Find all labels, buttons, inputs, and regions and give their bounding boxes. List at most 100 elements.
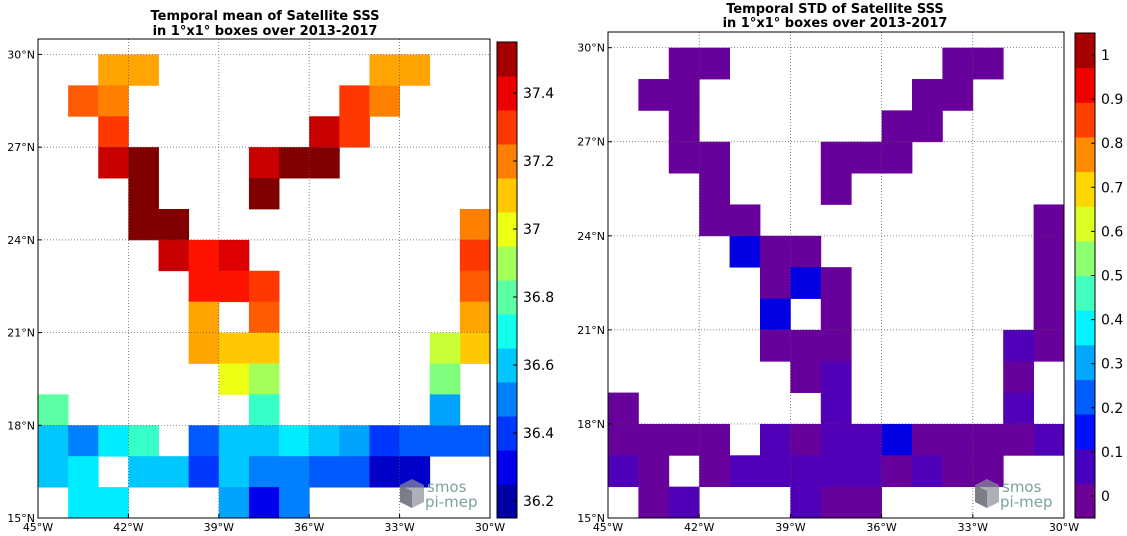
heatmap-cell	[972, 423, 1004, 456]
heatmap-cell	[369, 54, 400, 86]
x-tick-label: 39°W	[204, 521, 234, 534]
heatmap-cell	[760, 455, 791, 488]
heatmap-cell	[1003, 361, 1034, 393]
mean-plot-frame	[37, 38, 491, 519]
heatmap-cell	[218, 332, 250, 364]
x-tick-label: 36°W	[294, 521, 324, 534]
colorbar-tick-label: 0.5	[1101, 269, 1123, 285]
heatmap-cell	[399, 425, 431, 457]
y-tick-label: 24°N	[577, 230, 605, 243]
heatmap-cell	[309, 456, 340, 488]
colorbar-segment	[1075, 275, 1095, 311]
colorbar-segment	[1075, 67, 1095, 103]
colorbar-tick-label: 0.4	[1101, 313, 1123, 329]
heatmap-cell	[279, 147, 310, 179]
heatmap-cell	[668, 79, 700, 111]
heatmap-cell	[98, 147, 129, 179]
heatmap-cell	[218, 270, 250, 303]
colorbar-segment	[1075, 448, 1095, 484]
heatmap-cell	[128, 54, 159, 86]
heatmap-cell	[760, 235, 791, 268]
y-tick-label: 30°N	[7, 48, 35, 61]
heatmap-cell	[309, 425, 340, 457]
heatmap-cell	[98, 85, 129, 117]
colorbar-segment	[1075, 171, 1095, 207]
heatmap-cell	[188, 456, 220, 488]
heatmap-cell	[459, 270, 491, 303]
heatmap-cell	[1033, 298, 1065, 331]
heatmap-cell	[339, 456, 370, 488]
heatmap-cell	[699, 423, 730, 456]
colorbar-tick-label: 37.2	[523, 154, 554, 170]
colorbar-frame	[496, 41, 518, 519]
heatmap-cell	[942, 423, 974, 456]
colorbar-segment	[497, 212, 517, 247]
heatmap-cell	[851, 423, 882, 456]
heatmap-cell	[972, 47, 1004, 80]
heatmap-cell	[820, 298, 852, 331]
heatmap-cell	[1033, 235, 1065, 268]
heatmap-cell	[309, 116, 340, 148]
heatmap-cell	[881, 141, 913, 174]
heatmap-cell	[399, 54, 431, 86]
colorbar-segment	[497, 348, 517, 383]
colorbar-tick-label: 36.2	[523, 494, 554, 510]
y-tick-label: 21°N	[7, 327, 35, 340]
heatmap-cell	[881, 455, 913, 488]
heatmap-cell	[729, 235, 761, 268]
x-tick-label: 45°W	[23, 521, 53, 534]
colorbar-segment	[497, 42, 517, 77]
heatmap-cell	[158, 456, 190, 488]
heatmap-cell	[668, 110, 700, 143]
heatmap-cell	[790, 486, 822, 519]
heatmap-cell	[942, 79, 974, 111]
colorbar-tick-label: 36.8	[523, 290, 554, 306]
heatmap-cell	[158, 239, 190, 272]
heatmap-cell	[429, 363, 461, 395]
heatmap-cell	[248, 147, 280, 179]
colorbar-segment	[497, 484, 517, 519]
heatmap-cell	[638, 486, 670, 519]
heatmap-cell	[429, 332, 461, 364]
watermark-line1: smos	[1002, 478, 1042, 496]
heatmap-cell	[128, 208, 159, 241]
heatmap-cell	[729, 455, 761, 488]
std-plot-frame	[607, 31, 1065, 519]
heatmap-cell	[912, 110, 943, 143]
heatmap-cell	[38, 425, 69, 457]
colorbar-tick-label: 36.6	[523, 358, 554, 374]
heatmap-cell	[248, 363, 280, 395]
std-chart-subtitle: in 1°x1° boxes over 2013-2017	[723, 16, 948, 31]
heatmap-cell	[668, 141, 700, 174]
heatmap-cell	[729, 204, 761, 237]
heatmap-cell	[608, 455, 639, 488]
heatmap-cell	[459, 239, 491, 272]
x-tick-label: 45°W	[593, 521, 623, 534]
colorbar-segment	[497, 280, 517, 315]
heatmap-cell	[638, 455, 670, 488]
mean-x-axis: 45°W 42°W 39°W 36°W 33°W 30°W	[23, 514, 505, 534]
heatmap-cell	[218, 456, 250, 488]
mean-y-axis: 15°N 18°N 21°N 24°N 27°N 30°N	[7, 48, 42, 525]
colorbar-segment	[1075, 414, 1095, 450]
heatmap-cell	[188, 332, 220, 364]
colorbar-segment	[497, 416, 517, 451]
heatmap-cell	[459, 208, 491, 241]
heatmap-cell	[68, 85, 99, 117]
heatmap-cell	[188, 270, 220, 303]
std-sss-panel: Temporal STD of Satellite SSS in 1°x1° b…	[577, 2, 1123, 534]
heatmap-cell	[912, 423, 943, 456]
heatmap-cell	[912, 455, 943, 488]
heatmap-cell	[790, 455, 822, 488]
heatmap-cell	[668, 423, 700, 456]
colorbar-tick-label: 0.6	[1101, 224, 1123, 240]
colorbar-segment	[1075, 344, 1095, 380]
heatmap-cell	[820, 423, 852, 456]
heatmap-cell	[248, 394, 280, 426]
x-tick-label: 36°W	[866, 521, 896, 534]
heatmap-cell	[1033, 267, 1065, 299]
heatmap-cell	[760, 423, 791, 456]
heatmap-cell	[128, 456, 159, 488]
heatmap-cell	[339, 116, 370, 148]
